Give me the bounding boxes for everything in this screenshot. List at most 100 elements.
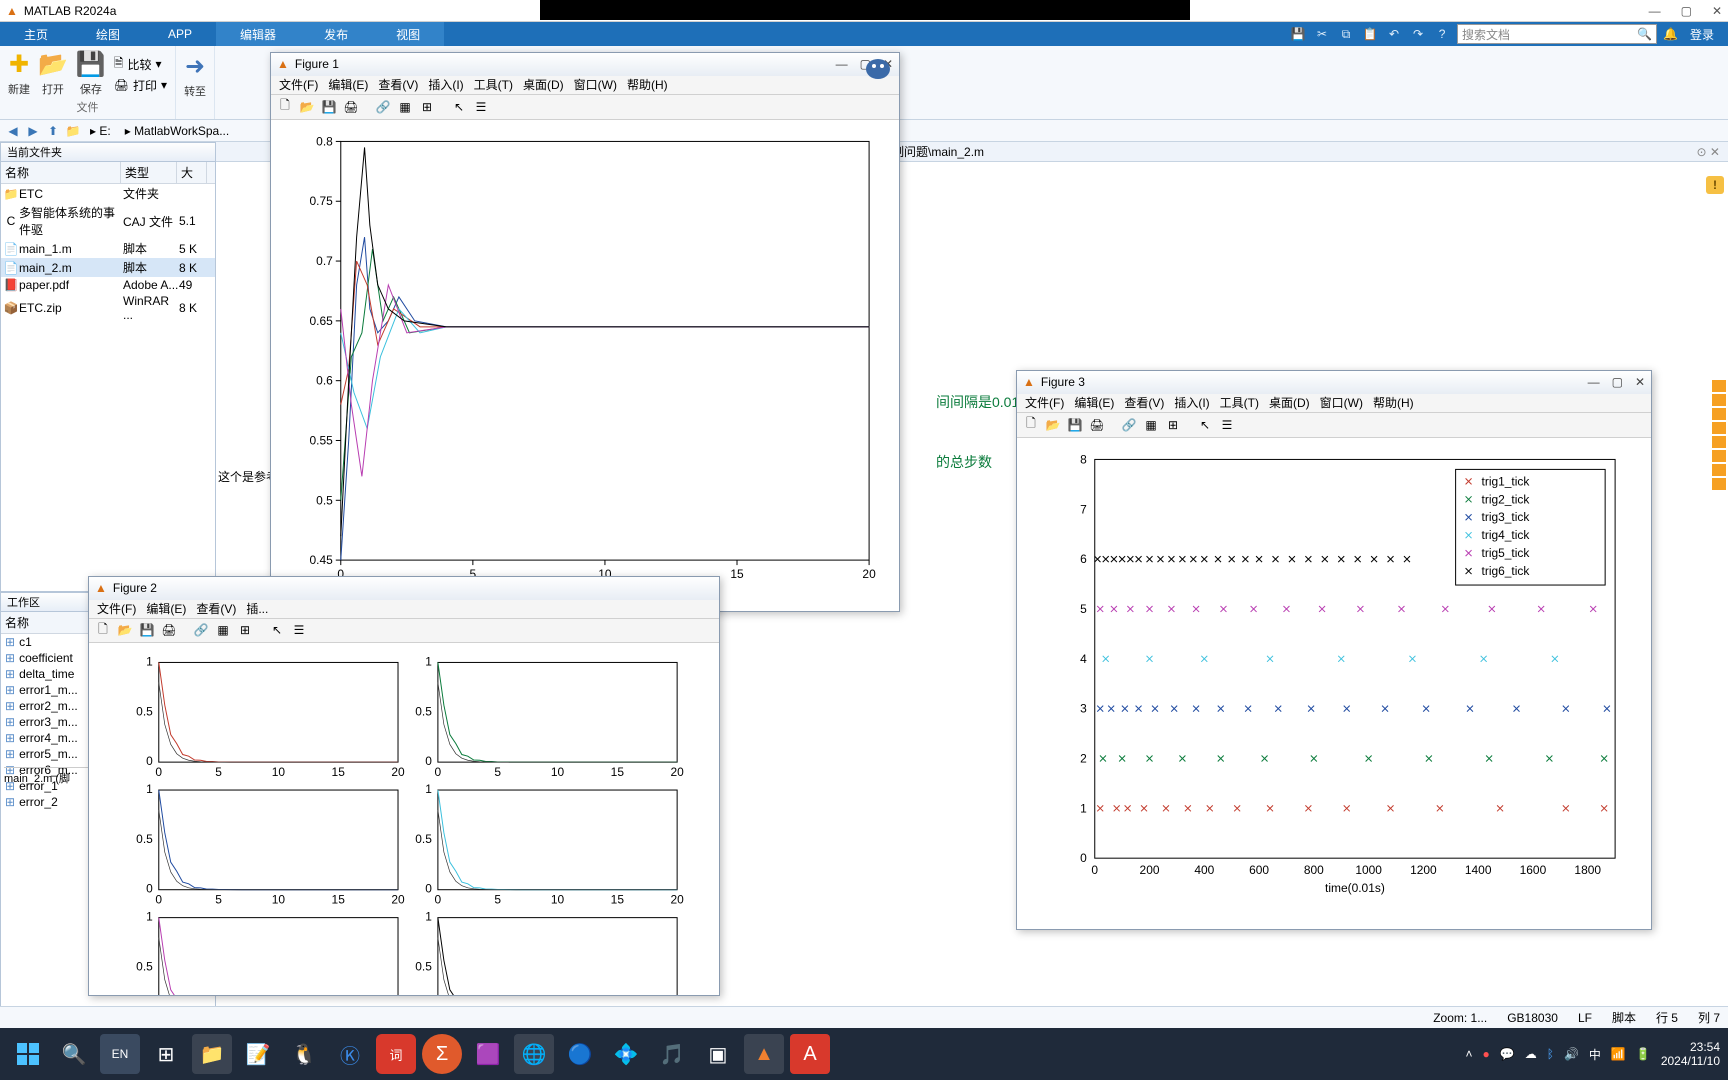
undo-icon[interactable]: ↶: [1385, 25, 1403, 43]
file-row[interactable]: 📁ETC文件夹: [1, 184, 215, 203]
fig1-menu-item[interactable]: 编辑(E): [324, 76, 372, 93]
tray-batt-icon[interactable]: 🔋: [1636, 1047, 1651, 1061]
fig2-open-icon[interactable]: 📂: [115, 620, 135, 640]
crumb-folder[interactable]: ▸ MatlabWorkSpa...: [119, 124, 236, 138]
music-icon[interactable]: 🎵: [652, 1034, 692, 1074]
lang-icon[interactable]: EN: [100, 1034, 140, 1074]
tray-wifi-icon[interactable]: 📶: [1611, 1047, 1626, 1061]
fig1-save-icon[interactable]: 💾: [319, 97, 339, 117]
fig2-link-icon[interactable]: 🔗: [191, 620, 211, 640]
col-name[interactable]: 名称: [1, 162, 121, 183]
fig3-cursor-icon[interactable]: ↖: [1195, 415, 1215, 435]
fig2-prop-icon[interactable]: ☰: [289, 620, 309, 640]
close-icon[interactable]: ✕: [1712, 4, 1722, 18]
fig3-menu-item[interactable]: 桌面(D): [1265, 394, 1314, 411]
crumb-drive[interactable]: ▸ E:: [84, 124, 117, 138]
tray-vol-icon[interactable]: 🔊: [1564, 1047, 1579, 1061]
browser-icon[interactable]: 🔵: [560, 1034, 600, 1074]
tab-app[interactable]: APP: [144, 22, 216, 46]
fig2-cursor-icon[interactable]: ↖: [267, 620, 287, 640]
file-row[interactable]: 📄main_2.m脚本8 K: [1, 258, 215, 277]
fig3-menu-item[interactable]: 文件(F): [1021, 394, 1068, 411]
fig3-menu-item[interactable]: 帮助(H): [1369, 394, 1418, 411]
taskbar-clock[interactable]: 23:54 2024/11/10: [1661, 1040, 1720, 1069]
print-button[interactable]: 🖨打印▾: [114, 77, 167, 94]
fig1-link-icon[interactable]: 🔗: [373, 97, 393, 117]
tray-up-icon[interactable]: ˄: [1466, 1047, 1473, 1061]
login-button[interactable]: 登录: [1684, 26, 1720, 43]
fig2-print-icon[interactable]: 🖨: [159, 620, 179, 640]
fig1-menu-item[interactable]: 文件(F): [275, 76, 322, 93]
fig3-link-icon[interactable]: 🔗: [1119, 415, 1139, 435]
help-icon[interactable]: ?: [1433, 25, 1451, 43]
fig3-min-icon[interactable]: —: [1588, 375, 1600, 389]
fig2-new-icon[interactable]: 🗋: [93, 620, 113, 640]
figure-1-window[interactable]: ▲ Figure 1 — ▢ ✕ 文件(F)编辑(E)查看(V)插入(I)工具(…: [270, 52, 900, 612]
col-size[interactable]: 大: [177, 162, 207, 183]
tray-bt-icon[interactable]: ᛒ: [1547, 1047, 1554, 1061]
youdao-icon[interactable]: 词: [376, 1034, 416, 1074]
nav-fwd-icon[interactable]: ▶: [24, 122, 42, 140]
redo-icon[interactable]: ↷: [1409, 25, 1427, 43]
fig1-cursor-icon[interactable]: ↖: [449, 97, 469, 117]
fig2-menu-item[interactable]: 文件(F): [93, 600, 140, 617]
tray-ime-icon[interactable]: 中: [1589, 1046, 1601, 1063]
search-icon[interactable]: 🔍: [1637, 27, 1652, 41]
mathtype-icon[interactable]: Σ: [422, 1034, 462, 1074]
fig1-menu-item[interactable]: 桌面(D): [519, 76, 568, 93]
fig1-prop-icon[interactable]: ☰: [471, 97, 491, 117]
fig2-menu-item[interactable]: 编辑(E): [142, 600, 190, 617]
file-row[interactable]: C多智能体系统的事件驱CAJ 文件5.1: [1, 203, 215, 239]
fig3-save-icon[interactable]: 💾: [1065, 415, 1085, 435]
figure-3-window[interactable]: ▲ Figure 3 — ▢ ✕ 文件(F)编辑(E)查看(V)插入(I)工具(…: [1016, 370, 1652, 930]
fig1-new-icon[interactable]: 🗋: [275, 97, 295, 117]
file-row[interactable]: 📦ETC.zipWinRAR ...8 K: [1, 293, 215, 323]
file-row[interactable]: 📕paper.pdfAdobe A...49: [1, 277, 215, 293]
new-button[interactable]: ✚新建: [8, 50, 30, 97]
fig1-menu-item[interactable]: 窗口(W): [570, 76, 621, 93]
maximize-icon[interactable]: ▢: [1681, 4, 1692, 18]
fig3-menu-item[interactable]: 查看(V): [1120, 394, 1168, 411]
search-taskbar-icon[interactable]: 🔍: [54, 1034, 94, 1074]
fig2-insert-icon[interactable]: ⊞: [235, 620, 255, 640]
fig3-prop-icon[interactable]: ☰: [1217, 415, 1237, 435]
taskview-icon[interactable]: ⊞: [146, 1034, 186, 1074]
tab-home[interactable]: 主页: [0, 22, 72, 46]
fig2-layout-icon[interactable]: ▦: [213, 620, 233, 640]
fig2-menu-item[interactable]: 查看(V): [192, 600, 240, 617]
fig3-menu-item[interactable]: 工具(T): [1216, 394, 1263, 411]
start-icon[interactable]: [8, 1034, 48, 1074]
tray-wechat-icon[interactable]: 💬: [1500, 1047, 1515, 1061]
tab-view[interactable]: 视图: [372, 22, 444, 46]
fig3-open-icon[interactable]: 📂: [1043, 415, 1063, 435]
folder-icon[interactable]: 📁: [64, 122, 82, 140]
tab-publish[interactable]: 发布: [300, 22, 372, 46]
fig3-insert-icon[interactable]: ⊞: [1163, 415, 1183, 435]
warning-icon[interactable]: !: [1706, 176, 1724, 194]
paste-icon[interactable]: 📋: [1361, 25, 1379, 43]
fig1-menu-item[interactable]: 工具(T): [470, 76, 517, 93]
fig2-menu-item[interactable]: 插...: [242, 600, 272, 617]
fig3-layout-icon[interactable]: ▦: [1141, 415, 1161, 435]
fig1-menu-item[interactable]: 帮助(H): [623, 76, 672, 93]
fig1-insert-icon[interactable]: ⊞: [417, 97, 437, 117]
qq-icon[interactable]: 🐧: [284, 1034, 324, 1074]
fig3-print-icon[interactable]: 🖨: [1087, 415, 1107, 435]
fig3-new-icon[interactable]: 🗋: [1021, 415, 1041, 435]
copy-icon[interactable]: ⧉: [1337, 25, 1355, 43]
fig1-menu-item[interactable]: 查看(V): [374, 76, 422, 93]
fig1-menu-item[interactable]: 插入(I): [424, 76, 467, 93]
goto-button[interactable]: ➜转至: [184, 52, 206, 99]
tray-cloud-icon[interactable]: ☁: [1525, 1047, 1537, 1061]
wps-icon[interactable]: Ⓚ: [330, 1034, 370, 1074]
compare-button[interactable]: 🗎比较▾: [114, 54, 167, 75]
fig1-print-icon[interactable]: 🖨: [341, 97, 361, 117]
figure-2-window[interactable]: ▲ Figure 2 文件(F)编辑(E)查看(V)插... 🗋 📂 💾 🖨 🔗…: [88, 576, 720, 996]
edge-icon[interactable]: 🌐: [514, 1034, 554, 1074]
nav-up-icon[interactable]: ⬆: [44, 122, 62, 140]
save-qat-icon[interactable]: 💾: [1289, 25, 1307, 43]
fig1-open-icon[interactable]: 📂: [297, 97, 317, 117]
acrobat-icon[interactable]: A: [790, 1034, 830, 1074]
nav-back-icon[interactable]: ◀: [4, 122, 22, 140]
app-generic-icon[interactable]: 🟪: [468, 1034, 508, 1074]
